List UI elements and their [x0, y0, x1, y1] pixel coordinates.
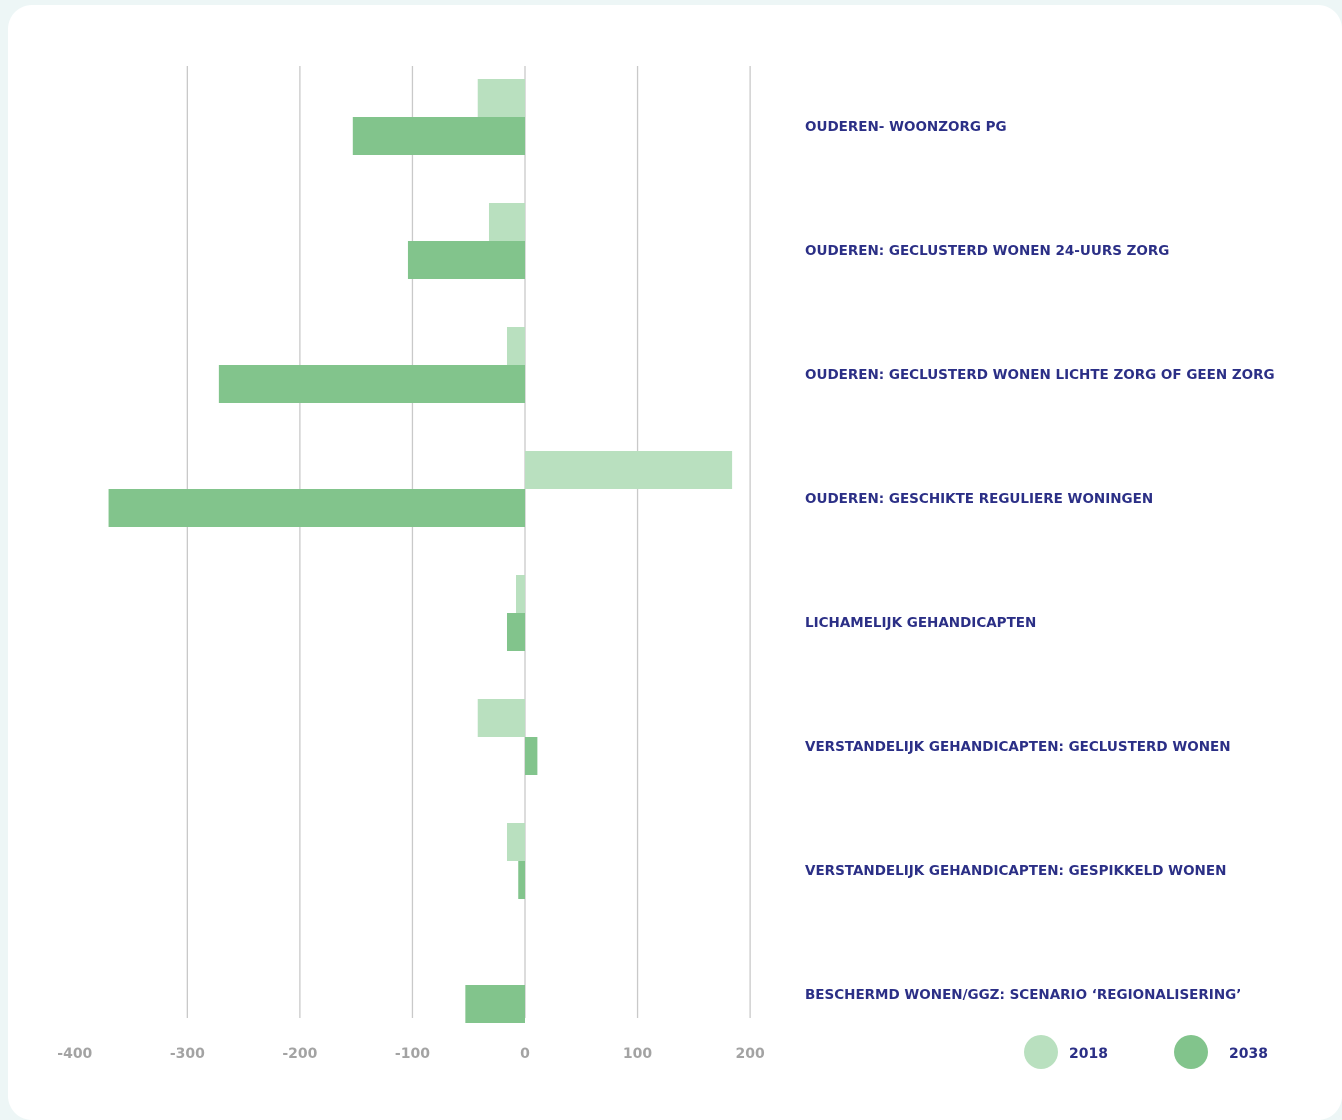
x-tick-label: 0 — [520, 1046, 530, 1062]
category-label: BESCHERMD WONEN/GGZ: SCENARIO ‘REGIONALI… — [805, 987, 1241, 1003]
bar-2018 — [477, 699, 525, 737]
category-label: OUDEREN: GECLUSTERD WONEN 24-UURS ZORG — [805, 243, 1169, 259]
x-tick-label: -300 — [170, 1046, 205, 1062]
category-label: OUDEREN: GECLUSTERD WONEN LICHTE ZORG OF… — [805, 367, 1275, 383]
category-label: OUDEREN: GESCHIKTE REGULIERE WONINGEN — [805, 491, 1153, 507]
x-axis-tick-labels: -400 -300 -200 -100 0 100 200 — [57, 1046, 765, 1062]
bar-2038 — [218, 365, 525, 403]
bar-2038 — [407, 241, 525, 279]
x-tick-label: -400 — [57, 1046, 92, 1062]
x-tick-label: 100 — [623, 1046, 652, 1062]
category-label: OUDEREN- WOONZORG PG — [805, 119, 1007, 135]
bar-2038 — [525, 737, 538, 775]
legend-label-2018: 2018 — [1069, 1046, 1108, 1062]
bar-2018 — [477, 79, 525, 117]
legend-swatch-2018 — [1024, 1035, 1058, 1069]
bar-2018 — [506, 327, 525, 365]
legend-swatch-2038 — [1174, 1035, 1208, 1069]
bar-2038 — [352, 117, 525, 155]
bar-2018 — [488, 203, 525, 241]
legend-label-2038: 2038 — [1229, 1046, 1268, 1062]
bar-2038 — [518, 861, 525, 899]
x-tick-label: -200 — [282, 1046, 317, 1062]
bar-2038 — [108, 489, 525, 527]
chart-card — [8, 5, 1342, 1120]
bar-2038 — [465, 985, 525, 1023]
x-tick-label: -100 — [395, 1046, 430, 1062]
x-tick-label: 200 — [735, 1046, 764, 1062]
category-label: VERSTANDELIJK GEHANDICAPTEN: GESPIKKELD … — [805, 863, 1226, 879]
grid-layer — [186, 66, 751, 1018]
bars-layer — [108, 79, 733, 1023]
bar-2018 — [515, 575, 525, 613]
bar-2038 — [506, 613, 525, 651]
bar-2018 — [525, 451, 733, 489]
bar-2018 — [506, 823, 525, 861]
category-labels: OUDEREN- WOONZORG PG OUDEREN: GECLUSTERD … — [805, 119, 1275, 1003]
category-label: VERSTANDELIJK GEHANDICAPTEN: GECLUSTERD … — [805, 739, 1231, 755]
legend: 2018 2038 — [1024, 1035, 1268, 1069]
category-label: LICHAMELIJK GEHANDICAPTEN — [805, 615, 1036, 631]
